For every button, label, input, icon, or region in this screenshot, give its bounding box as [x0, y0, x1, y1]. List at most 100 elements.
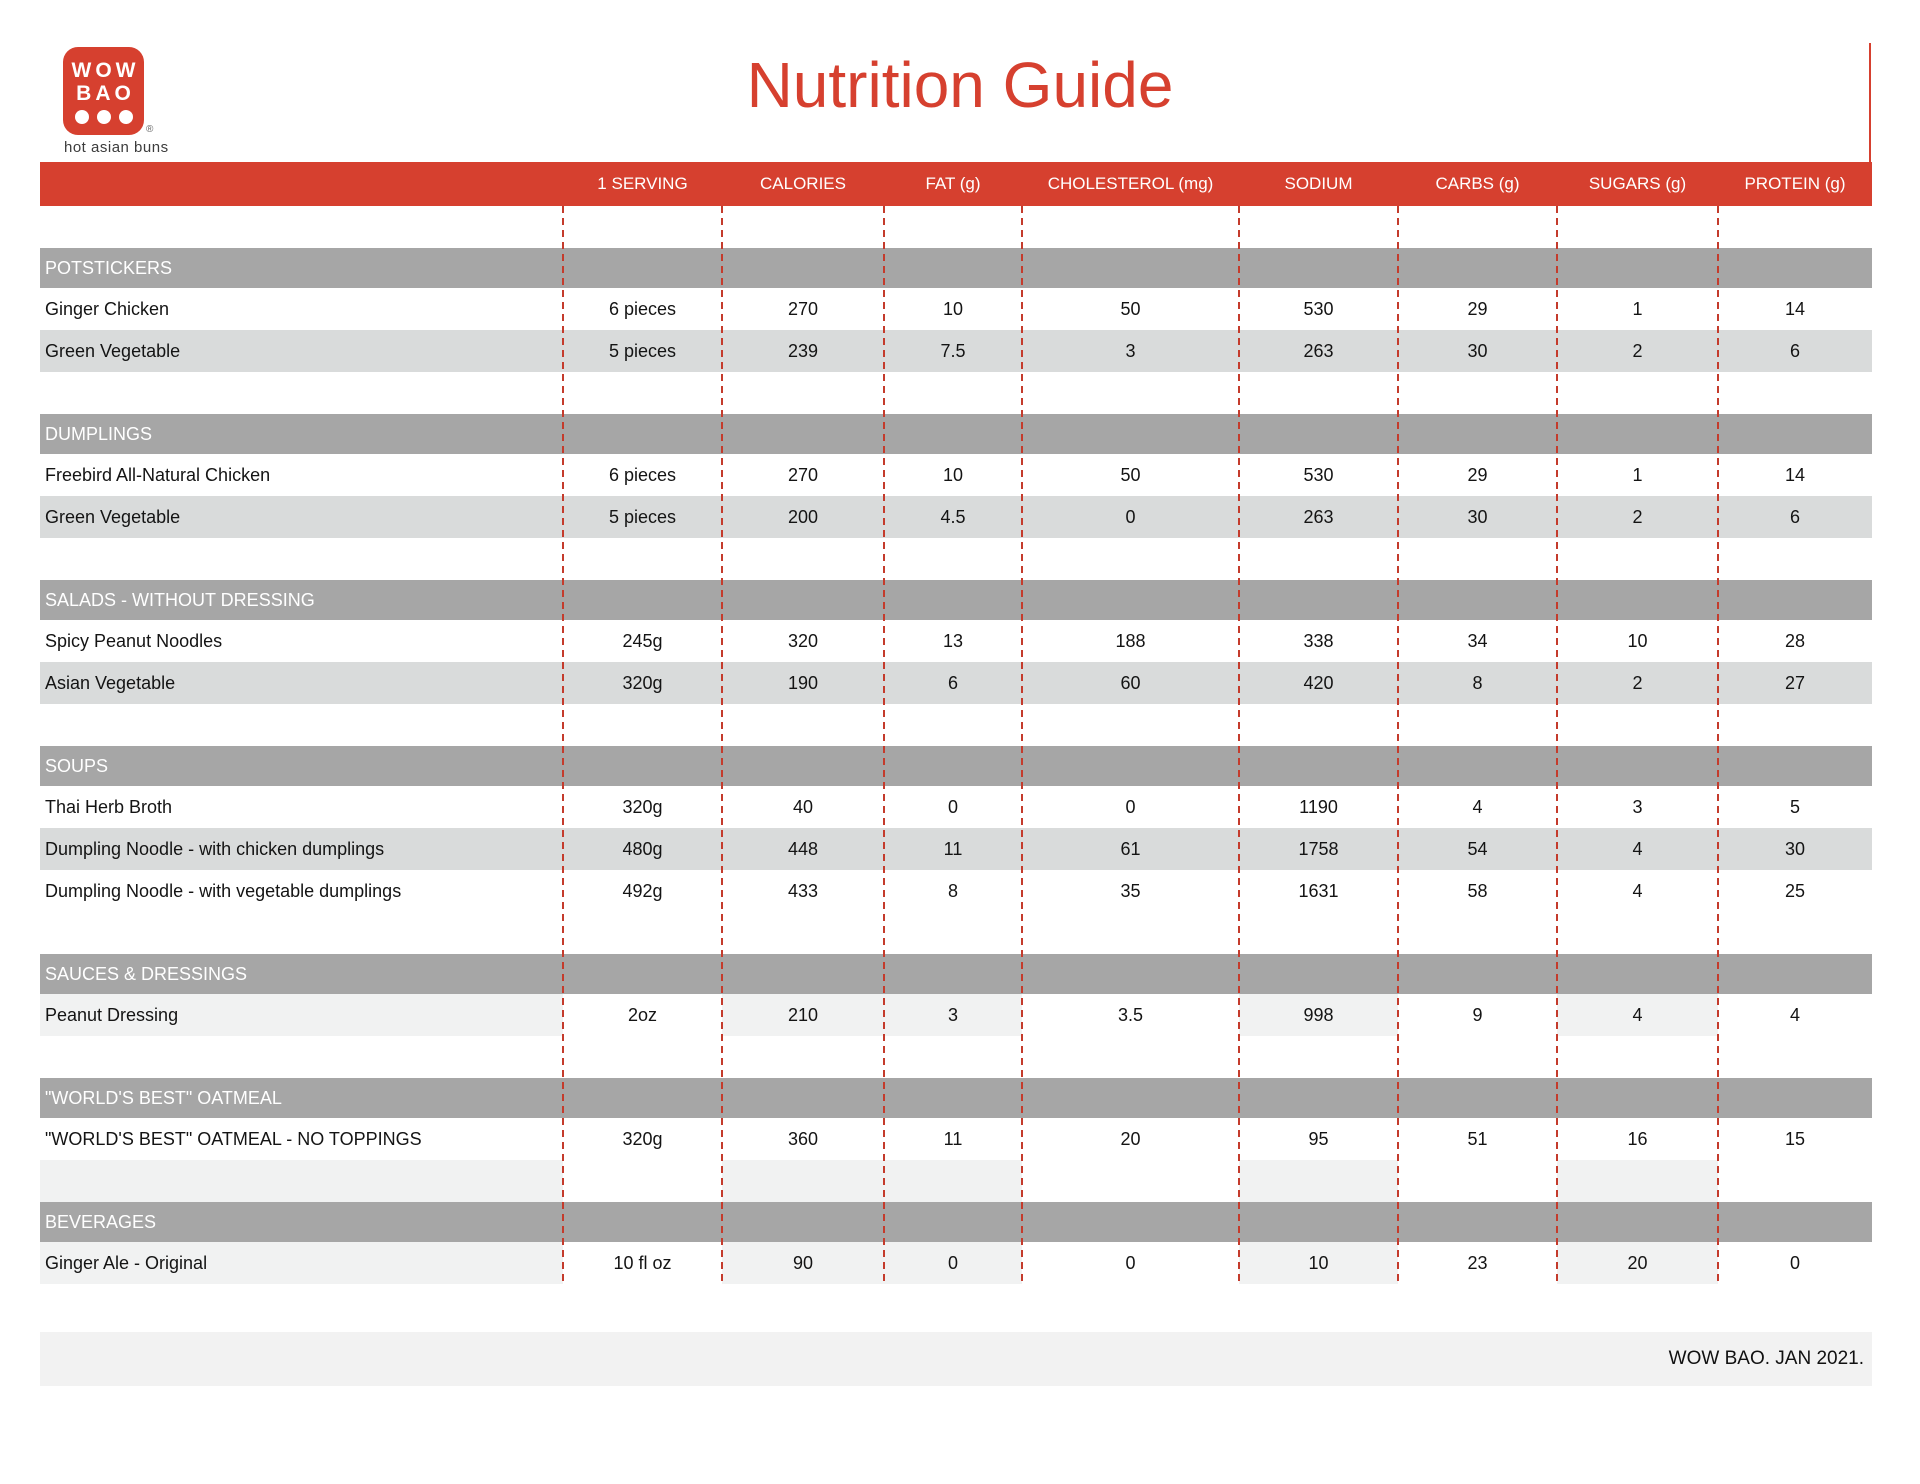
value-cell: 270 — [787, 464, 819, 485]
column-separator-line — [1556, 206, 1558, 1284]
column-separator-line — [1717, 206, 1719, 1284]
value-cell: 6 pieces — [608, 464, 677, 485]
spacer-row — [40, 1160, 1872, 1202]
value-cell: 23 — [1398, 1242, 1557, 1284]
value-cell: 190 — [787, 672, 819, 693]
value-cell: 0 — [1022, 1242, 1239, 1284]
footer-bar: WOW BAO. JAN 2021. — [40, 1332, 1872, 1386]
section-header-row: SALADS - WITHOUT DRESSING — [40, 580, 1872, 620]
table-row: Green Vegetable 5 pieces 200 4.5 0 263 30 2 6 — [40, 496, 1872, 538]
value-cell: 263 — [1303, 340, 1334, 361]
section-title: POTSTICKERS — [45, 257, 173, 278]
value-cell: 60 — [1120, 672, 1141, 693]
table-header-row: 1 SERVING CALORIES FAT (g) CHOLESTEROL (mg)… — [40, 162, 1872, 206]
table-row: Freebird All-Natural Chicken 6 pieces 270 1… — [40, 454, 1872, 496]
column-header-cell: SUGARS (g) — [1588, 174, 1687, 193]
value-cell: 320 — [787, 630, 819, 651]
value-cell: 9 — [1398, 994, 1557, 1036]
value-cell: 0 — [1125, 796, 1136, 817]
value-cell: 34 — [1467, 630, 1488, 651]
value-cell: 263 — [1303, 506, 1334, 527]
row-label-cell: Asian Vegetable — [45, 672, 176, 693]
page-title: Nutrition Guide — [746, 49, 1174, 121]
value-cell: 30 — [1784, 838, 1806, 859]
value-cell: 11 — [943, 838, 963, 859]
right-edge-red-line — [1869, 43, 1871, 162]
value-cell: 3 — [884, 994, 1022, 1036]
column-header-cell: PROTEIN (g) — [1744, 174, 1846, 193]
value-cell: 188 — [1115, 630, 1146, 651]
value-cell: 0 — [1718, 1242, 1872, 1284]
column-separator-line — [883, 206, 885, 1284]
value-cell: 200 — [787, 506, 819, 527]
spacer-row — [40, 206, 1872, 248]
row-label-cell: Peanut Dressing — [40, 994, 563, 1036]
value-cell: 448 — [787, 838, 819, 859]
value-cell: 27 — [1784, 672, 1806, 693]
column-header-cell: CARBS (g) — [1435, 174, 1520, 193]
value-cell: 25 — [1784, 880, 1806, 901]
spacer-row — [40, 912, 1872, 954]
value-cell: 433 — [787, 880, 819, 901]
value-cell: 1190 — [1299, 796, 1338, 817]
value-cell: 245g — [622, 630, 663, 651]
row-label-cell: Ginger Chicken — [45, 298, 170, 319]
value-cell: 50 — [1120, 464, 1141, 485]
column-header-cell: 1 SERVING — [597, 174, 688, 193]
value-cell: 5 — [1789, 796, 1800, 817]
value-cell: 998 — [1239, 994, 1398, 1036]
value-cell: 30 — [1467, 506, 1488, 527]
spacer-row — [40, 538, 1872, 580]
section-header-row: DUMPLINGS — [40, 414, 1872, 454]
value-cell: 0 — [884, 1242, 1022, 1284]
value-cell: 210 — [722, 994, 884, 1036]
value-cell: 16 — [1627, 1128, 1648, 1149]
value-cell: 50 — [1120, 298, 1141, 319]
footer-note: WOW BAO. JAN 2021. — [1668, 1348, 1864, 1369]
section-header-row: BEVERAGES — [40, 1202, 1872, 1242]
value-cell: 8 — [1472, 672, 1483, 693]
row-label-cell: Ginger Ale - Original — [40, 1242, 563, 1284]
section-header-row: "WORLD'S BEST" OATMEAL — [40, 1078, 1872, 1118]
column-header-cell: SODIUM — [1284, 174, 1353, 193]
value-cell: 90 — [722, 1242, 884, 1284]
column-separator-line — [562, 206, 564, 1284]
value-cell: 4 — [1632, 838, 1643, 859]
value-cell: 10 — [1239, 1242, 1398, 1284]
logo-tagline: hot asian buns — [64, 139, 169, 156]
row-label-cell: Green Vegetable — [45, 340, 181, 361]
value-cell: 35 — [1120, 880, 1141, 901]
row-label-cell: Freebird All-Natural Chicken — [45, 464, 271, 485]
table-body: POTSTICKERS Ginger Chicken 6 pieces 270 10 50… — [40, 206, 1872, 1284]
value-cell: 0 — [1125, 506, 1136, 527]
value-cell: 2 — [1632, 340, 1643, 361]
row-label-cell: Dumpling Noodle - with vegetable dumplin… — [45, 880, 402, 901]
value-cell: 30 — [1467, 340, 1488, 361]
value-cell: 270 — [787, 298, 819, 319]
row-label-cell: Spicy Peanut Noodles — [45, 630, 223, 651]
value-cell: 530 — [1303, 298, 1334, 319]
column-separator-line — [1397, 206, 1399, 1284]
value-cell: 4 — [1557, 994, 1718, 1036]
value-cell: 320g — [622, 1128, 663, 1149]
value-cell: 6 — [1789, 506, 1800, 527]
value-cell: 20 — [1120, 1128, 1141, 1149]
table-row: Ginger Chicken 6 pieces 270 10 50 530 29 1 14 — [40, 288, 1872, 330]
value-cell: 14 — [1784, 464, 1806, 485]
value-cell: 10 — [942, 298, 964, 319]
column-separator-line — [1238, 206, 1240, 1284]
table-row: Asian Vegetable 320g 190 6 60 420 8 2 27 — [40, 662, 1872, 704]
value-cell: 13 — [942, 630, 964, 651]
value-cell: 3 — [1632, 796, 1643, 817]
value-cell: 2 — [1632, 506, 1643, 527]
value-cell: 10 — [1627, 630, 1648, 651]
table-row: Peanut Dressing 2oz 210 3 3.5 998 9 4 4 — [40, 994, 1872, 1036]
table-row: "WORLD'S BEST" OATMEAL - NO TOPPINGS 320g… — [40, 1118, 1872, 1160]
value-cell: 5 pieces — [608, 506, 677, 527]
section-title: "WORLD'S BEST" OATMEAL — [45, 1087, 282, 1108]
value-cell: 2oz — [563, 994, 722, 1036]
column-separator-line — [721, 206, 723, 1284]
section-title: DUMPLINGS — [45, 423, 153, 444]
value-cell: 29 — [1467, 464, 1488, 485]
value-cell: 3.5 — [1022, 994, 1239, 1036]
